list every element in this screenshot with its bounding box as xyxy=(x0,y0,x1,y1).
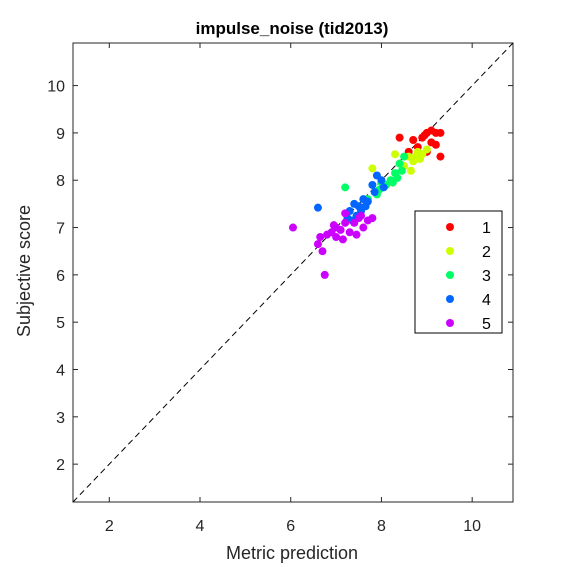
data-point-series-4 xyxy=(379,183,388,192)
data-point-series-3 xyxy=(400,152,409,161)
data-point-series-1 xyxy=(436,128,445,137)
x-tick-label: 2 xyxy=(105,518,114,535)
data-point-series-5 xyxy=(341,218,350,227)
data-point-series-1 xyxy=(427,138,436,147)
legend: 1 2 3 4 5 xyxy=(414,210,503,334)
data-point-series-1 xyxy=(420,131,429,140)
data-point-series-5 xyxy=(329,221,338,230)
data-point-series-5 xyxy=(318,247,327,256)
x-tick-label: 6 xyxy=(286,518,295,535)
y-tick-label: 9 xyxy=(56,126,65,143)
data-point-series-5 xyxy=(368,214,377,223)
y-tick-label: 3 xyxy=(56,410,65,427)
data-point-series-4 xyxy=(377,176,386,185)
chart-title: impulse_noise (tid2013) xyxy=(196,19,389,38)
legend-label-2: 2 xyxy=(482,244,491,261)
y-tick-label: 5 xyxy=(56,315,65,332)
data-point-series-1 xyxy=(409,136,418,145)
data-point-series-2 xyxy=(422,145,431,154)
data-point-series-3 xyxy=(341,183,350,192)
y-tick-label: 7 xyxy=(56,221,65,238)
data-point-series-4 xyxy=(313,203,322,212)
data-point-series-2 xyxy=(411,152,420,161)
x-tick-label: 8 xyxy=(377,518,386,535)
data-point-series-3 xyxy=(395,159,404,168)
data-point-series-1 xyxy=(395,133,404,142)
legend-marker-5 xyxy=(446,319,454,327)
data-point-series-3 xyxy=(388,178,397,187)
data-point-series-5 xyxy=(359,223,368,232)
legend-marker-4 xyxy=(446,295,454,303)
y-tick-label: 10 xyxy=(47,79,65,96)
legend-marker-2 xyxy=(446,247,454,255)
legend-label-4: 4 xyxy=(482,292,491,309)
data-point-series-2 xyxy=(368,164,377,173)
data-point-series-5 xyxy=(357,211,366,220)
data-point-series-4 xyxy=(361,202,370,211)
y-tick-label: 8 xyxy=(56,173,65,190)
y-axis-label: Subjective score xyxy=(14,205,34,337)
data-point-series-5 xyxy=(316,233,325,242)
data-point-series-2 xyxy=(406,166,415,175)
x-axis-label: Metric prediction xyxy=(226,543,358,563)
data-point-series-5 xyxy=(341,209,350,218)
legend-marker-1 xyxy=(446,223,454,231)
data-point-series-5 xyxy=(289,223,297,232)
legend-marker-3 xyxy=(446,271,454,279)
legend-label-3: 3 xyxy=(482,268,491,285)
y-tick-label: 2 xyxy=(56,457,65,474)
data-point-series-5 xyxy=(313,240,322,249)
data-point-series-4 xyxy=(370,188,379,197)
data-point-series-5 xyxy=(332,233,341,242)
y-tick-label: 4 xyxy=(56,363,65,380)
data-point-series-5 xyxy=(338,235,347,244)
data-point-series-5 xyxy=(352,230,361,239)
y-tick-label: 6 xyxy=(56,268,65,285)
data-point-series-5 xyxy=(336,225,345,234)
data-point-series-4 xyxy=(368,180,377,189)
data-point-series-3 xyxy=(397,166,406,175)
identity-reference-line xyxy=(72,42,514,503)
legend-label-1: 1 xyxy=(482,220,491,237)
data-point-series-5 xyxy=(345,228,354,237)
data-point-series-5 xyxy=(320,270,329,279)
x-tick-label: 10 xyxy=(463,518,481,535)
legend-box xyxy=(414,210,503,334)
data-point-series-2 xyxy=(391,150,400,159)
legend-label-5: 5 xyxy=(482,316,491,333)
x-tick-label: 4 xyxy=(196,518,205,535)
data-point-series-1 xyxy=(436,152,445,161)
